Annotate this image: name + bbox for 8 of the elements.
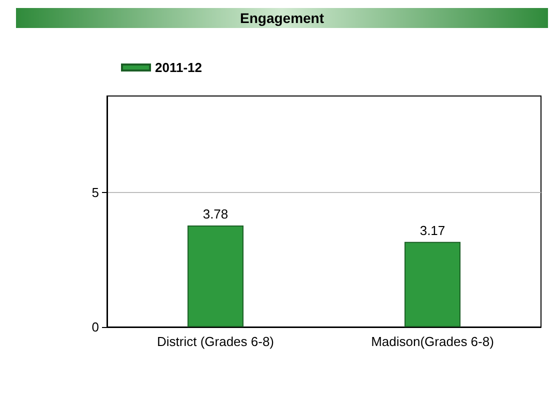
data-label: 3.78 (202, 206, 228, 222)
x-tick-label: Madison(Grades 6-8) (371, 334, 494, 349)
y-tick-label: 5 (92, 185, 99, 200)
chart-title: Engagement (240, 10, 324, 26)
data-label: 3.17 (420, 222, 446, 238)
x-tick-label: District (Grades 6-8) (156, 334, 274, 349)
y-tick-label: 0 (92, 320, 99, 334)
legend-label: 2011-12 (155, 60, 202, 75)
